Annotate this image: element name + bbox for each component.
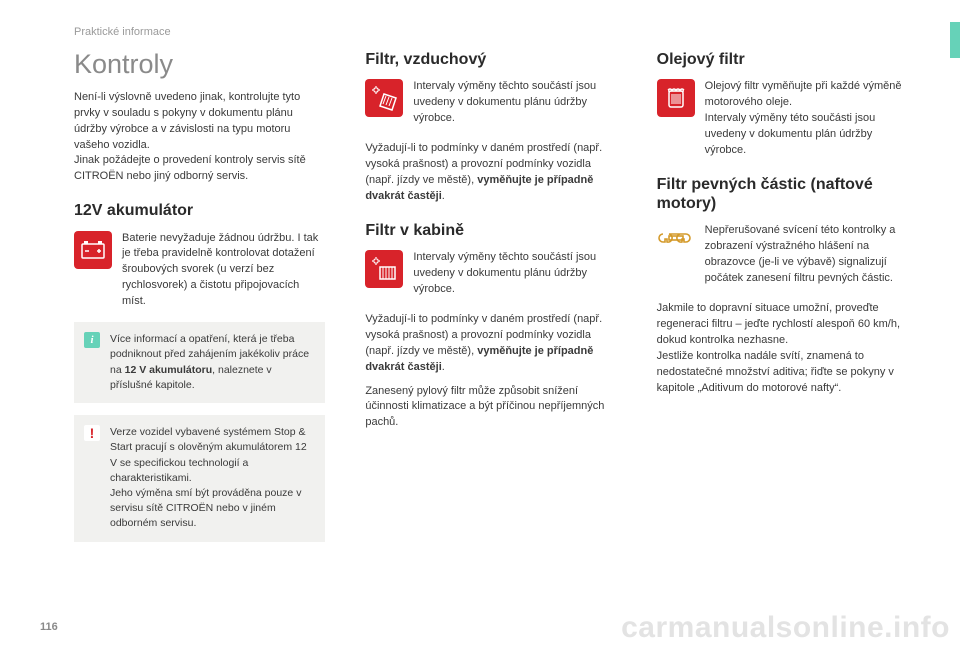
warn-note-text: Verze vozidel vybavené systémem Stop & S… bbox=[110, 425, 315, 532]
heading-dpf: Filtr pevných částic (naftové motory) bbox=[657, 175, 908, 213]
page-number: 116 bbox=[40, 621, 58, 633]
watermark: carmanualsonline.info bbox=[621, 611, 950, 645]
heading-checks: Kontroly bbox=[74, 50, 325, 80]
section-tab-marker bbox=[950, 22, 960, 58]
cabin-filter-text: Intervaly výměny těchto součástí jsou uv… bbox=[413, 250, 616, 298]
column-3: Olejový filtr Olejový filtr vyměňujte př… bbox=[657, 50, 908, 554]
heading-cabin-filter: Filtr v kabině bbox=[365, 221, 616, 240]
oil-filter-text: Olejový filtr vyměňujte při každé výměně… bbox=[705, 79, 908, 159]
battery-icon bbox=[74, 231, 112, 269]
info-note-battery: i Více informací a opatření, která je tř… bbox=[74, 322, 325, 403]
cabin-filter-icon bbox=[365, 250, 403, 288]
oil-filter-icon bbox=[657, 79, 695, 117]
cabin-filter-block: Intervaly výměny těchto součástí jsou uv… bbox=[365, 250, 616, 298]
air-filter-block: Intervaly výměny těchto součástí jsou uv… bbox=[365, 79, 616, 127]
battery-block: Baterie nevyžaduje žádnou údržbu. I tak … bbox=[74, 231, 325, 311]
heading-air-filter: Filtr, vzduchový bbox=[365, 50, 616, 69]
info-icon: i bbox=[84, 332, 100, 348]
air-filter-icon bbox=[365, 79, 403, 117]
dpf-icon-text: Nepřerušované svícení této kontrolky a z… bbox=[705, 223, 908, 287]
cabin-body-post: . bbox=[442, 361, 445, 373]
cabin-filter-body: Vyžadují-li to podmínky v daném prostřed… bbox=[365, 312, 616, 376]
warning-icon: ! bbox=[84, 425, 100, 441]
info-note-text: Více informací a opatření, která je třeb… bbox=[110, 332, 315, 393]
column-2: Filtr, vzduchový Intervaly výměny těchto… bbox=[365, 50, 616, 554]
warn-note-battery: ! Verze vozidel vybavené systémem Stop &… bbox=[74, 415, 325, 542]
oil-filter-block: Olejový filtr vyměňujte při každé výměně… bbox=[657, 79, 908, 159]
intro-text: Není-li výslovně uvedeno jinak, kontrolu… bbox=[74, 90, 325, 186]
air-filter-text: Intervaly výměny těchto součástí jsou uv… bbox=[413, 79, 616, 127]
section-label: Praktické informace bbox=[74, 26, 908, 38]
heading-battery: 12V akumulátor bbox=[74, 201, 325, 220]
heading-oil-filter: Olejový filtr bbox=[657, 50, 908, 69]
air-filter-body: Vyžadují-li to podmínky v daném prostřed… bbox=[365, 141, 616, 205]
cabin-filter-body2: Zanesený pylový filtr může způsobit sníž… bbox=[365, 384, 616, 432]
content-columns: Kontroly Není-li výslovně uvedeno jinak,… bbox=[74, 50, 908, 554]
info-note-bold: 12 V akumulátoru bbox=[125, 364, 213, 376]
dpf-body: Jakmile to dopravní situace umožní, prov… bbox=[657, 301, 908, 397]
page-content: Praktické informace Kontroly Není-li výs… bbox=[0, 0, 960, 554]
air-body-post: . bbox=[442, 190, 445, 202]
battery-text: Baterie nevyžaduje žádnou údržbu. I tak … bbox=[122, 231, 325, 311]
wrench-icon bbox=[657, 223, 695, 253]
dpf-block: Nepřerušované svícení této kontrolky a z… bbox=[657, 223, 908, 287]
column-1: Kontroly Není-li výslovně uvedeno jinak,… bbox=[74, 50, 325, 554]
